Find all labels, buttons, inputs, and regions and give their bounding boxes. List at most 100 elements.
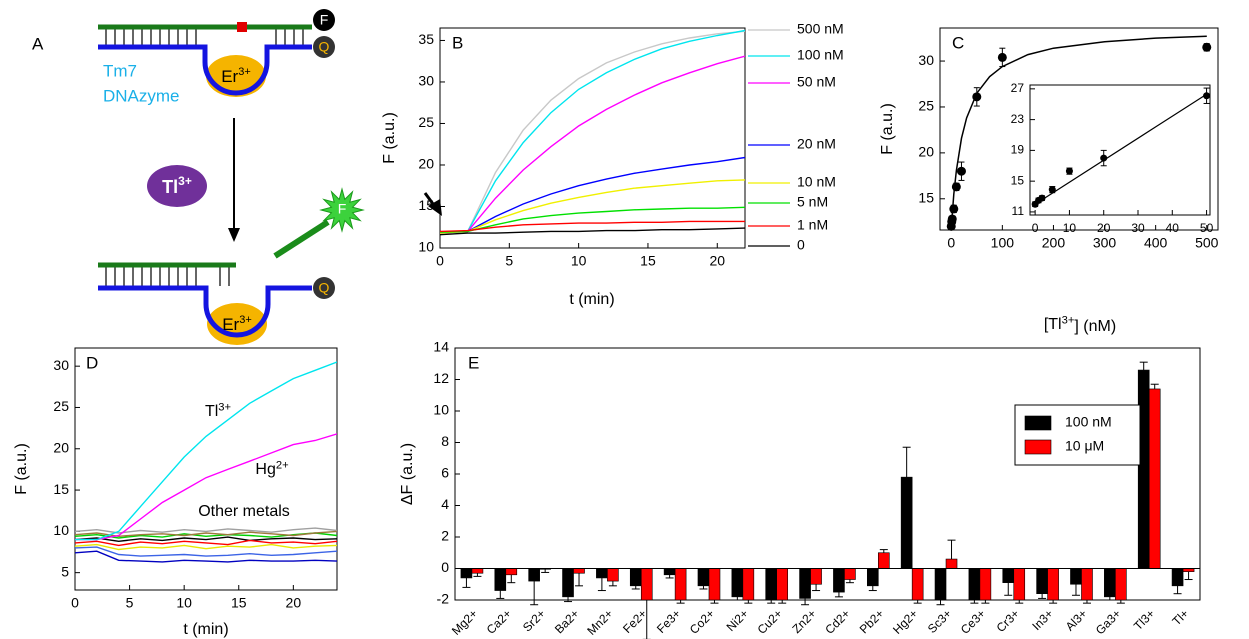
text-part: Er <box>222 315 239 334</box>
enzyme-strand <box>98 44 312 96</box>
y-tick-label: 14 <box>433 339 449 355</box>
legend-label: 50 nM <box>797 74 836 90</box>
x-tick-label: 15 <box>231 595 247 611</box>
bar <box>968 568 981 601</box>
y-tick-label: 5 <box>61 563 69 579</box>
point <box>997 52 1007 62</box>
bar <box>1036 568 1048 595</box>
plot-frame <box>439 27 746 249</box>
x-tick-label: 0 <box>947 235 955 251</box>
y-tick-label: 30 <box>918 52 934 68</box>
bar <box>1171 568 1184 587</box>
point <box>956 166 966 176</box>
x-tick-label: 15 <box>640 253 656 269</box>
bar <box>900 476 913 569</box>
cleavage-site <box>237 22 247 32</box>
y-tick-label: 4 <box>441 496 449 512</box>
point <box>951 182 961 192</box>
bar <box>799 568 811 599</box>
y-tick-label: 15 <box>53 481 69 497</box>
bar <box>1002 568 1015 583</box>
x-tick-label: Ba2+ <box>552 606 582 636</box>
ion-label: Er3+ <box>221 66 251 87</box>
x-tick-label: Zn2+ <box>789 606 818 635</box>
y-tick-label: 25 <box>418 114 434 130</box>
y-tick-label: 35 <box>418 31 434 47</box>
point <box>1048 186 1056 194</box>
y-tick-label: 20 <box>918 144 934 160</box>
x-tick-label: 5 <box>505 253 513 269</box>
fluorophore-label: F <box>320 12 329 28</box>
x-tick-label: Pb2+ <box>857 606 887 636</box>
x-tick-label: 40 <box>1166 221 1180 235</box>
bar <box>877 552 890 569</box>
bar <box>979 568 992 601</box>
trigger-ion <box>147 165 207 207</box>
series-line <box>75 527 337 534</box>
bar <box>1115 568 1127 601</box>
series-line <box>75 530 337 538</box>
x-tick-label: 20 <box>709 253 725 269</box>
x-tick-label: Ga3+ <box>1093 606 1124 637</box>
y-tick-label: 15 <box>918 189 934 205</box>
y-tick-label: 30 <box>53 357 69 373</box>
bar <box>505 568 518 576</box>
y-tick-label: 11 <box>1012 204 1025 218</box>
series-line <box>440 29 745 233</box>
text-part: [Tl <box>1044 316 1062 333</box>
bar <box>731 568 744 598</box>
series-line <box>440 156 745 233</box>
bar <box>674 568 687 601</box>
bar <box>596 568 608 579</box>
x-tick-label: 20 <box>1097 221 1111 235</box>
x-tick-label: 200 <box>1042 235 1066 251</box>
x-tick-label: Sr2+ <box>520 606 548 634</box>
bar <box>640 568 653 601</box>
legend-swatch <box>1024 415 1052 431</box>
x-tick-label: 10 <box>571 253 587 269</box>
x-tick-label: 5 <box>126 595 134 611</box>
series-line <box>75 539 337 547</box>
annotation: Tl3+ <box>205 401 231 420</box>
point <box>1202 42 1212 52</box>
x-tick-label: Cr3+ <box>994 606 1023 635</box>
y-axis-label: F (a.u.) <box>879 103 896 155</box>
quencher-label: Q <box>319 280 330 296</box>
series-line <box>440 55 745 234</box>
fit-line <box>950 35 1207 229</box>
y-tick-label: 25 <box>53 398 69 414</box>
text-part: Hg <box>255 461 275 478</box>
legend-label: 0 <box>797 237 805 253</box>
quencher-label: Q <box>319 39 330 55</box>
bar <box>810 568 822 585</box>
x-tick-label: Cu2+ <box>755 606 785 636</box>
bar <box>471 568 484 574</box>
plot-frame <box>454 347 1201 601</box>
bar <box>629 568 642 587</box>
fit-line <box>1034 93 1207 205</box>
point <box>972 92 982 102</box>
text-part: 3+ <box>218 401 231 413</box>
y-tick-label: 10 <box>53 522 69 538</box>
legend-label: 10 μM <box>1065 438 1104 454</box>
bar <box>460 568 473 579</box>
series-line <box>75 546 337 557</box>
x-tick-label: Ce3+ <box>958 606 988 636</box>
quencher <box>313 277 335 299</box>
x-tick-label: Cd2+ <box>822 606 852 636</box>
x-tick-label: 10 <box>176 595 192 611</box>
x-tick-label: 0 <box>71 595 79 611</box>
x-tick-label: Fe3+ <box>654 606 683 635</box>
bar <box>765 568 778 601</box>
x-tick-label: Al3+ <box>1063 606 1090 633</box>
bar <box>663 568 676 576</box>
bar <box>607 568 619 582</box>
bar <box>1070 568 1082 585</box>
text-part: Other metals <box>198 503 290 520</box>
point <box>1100 154 1108 162</box>
legend-label: 500 nM <box>797 21 844 37</box>
legend-label: 100 nM <box>797 47 844 63</box>
enzyme-label: DNAzyme <box>103 86 180 105</box>
x-tick-label: 400 <box>1144 235 1168 251</box>
bar <box>1148 388 1161 569</box>
